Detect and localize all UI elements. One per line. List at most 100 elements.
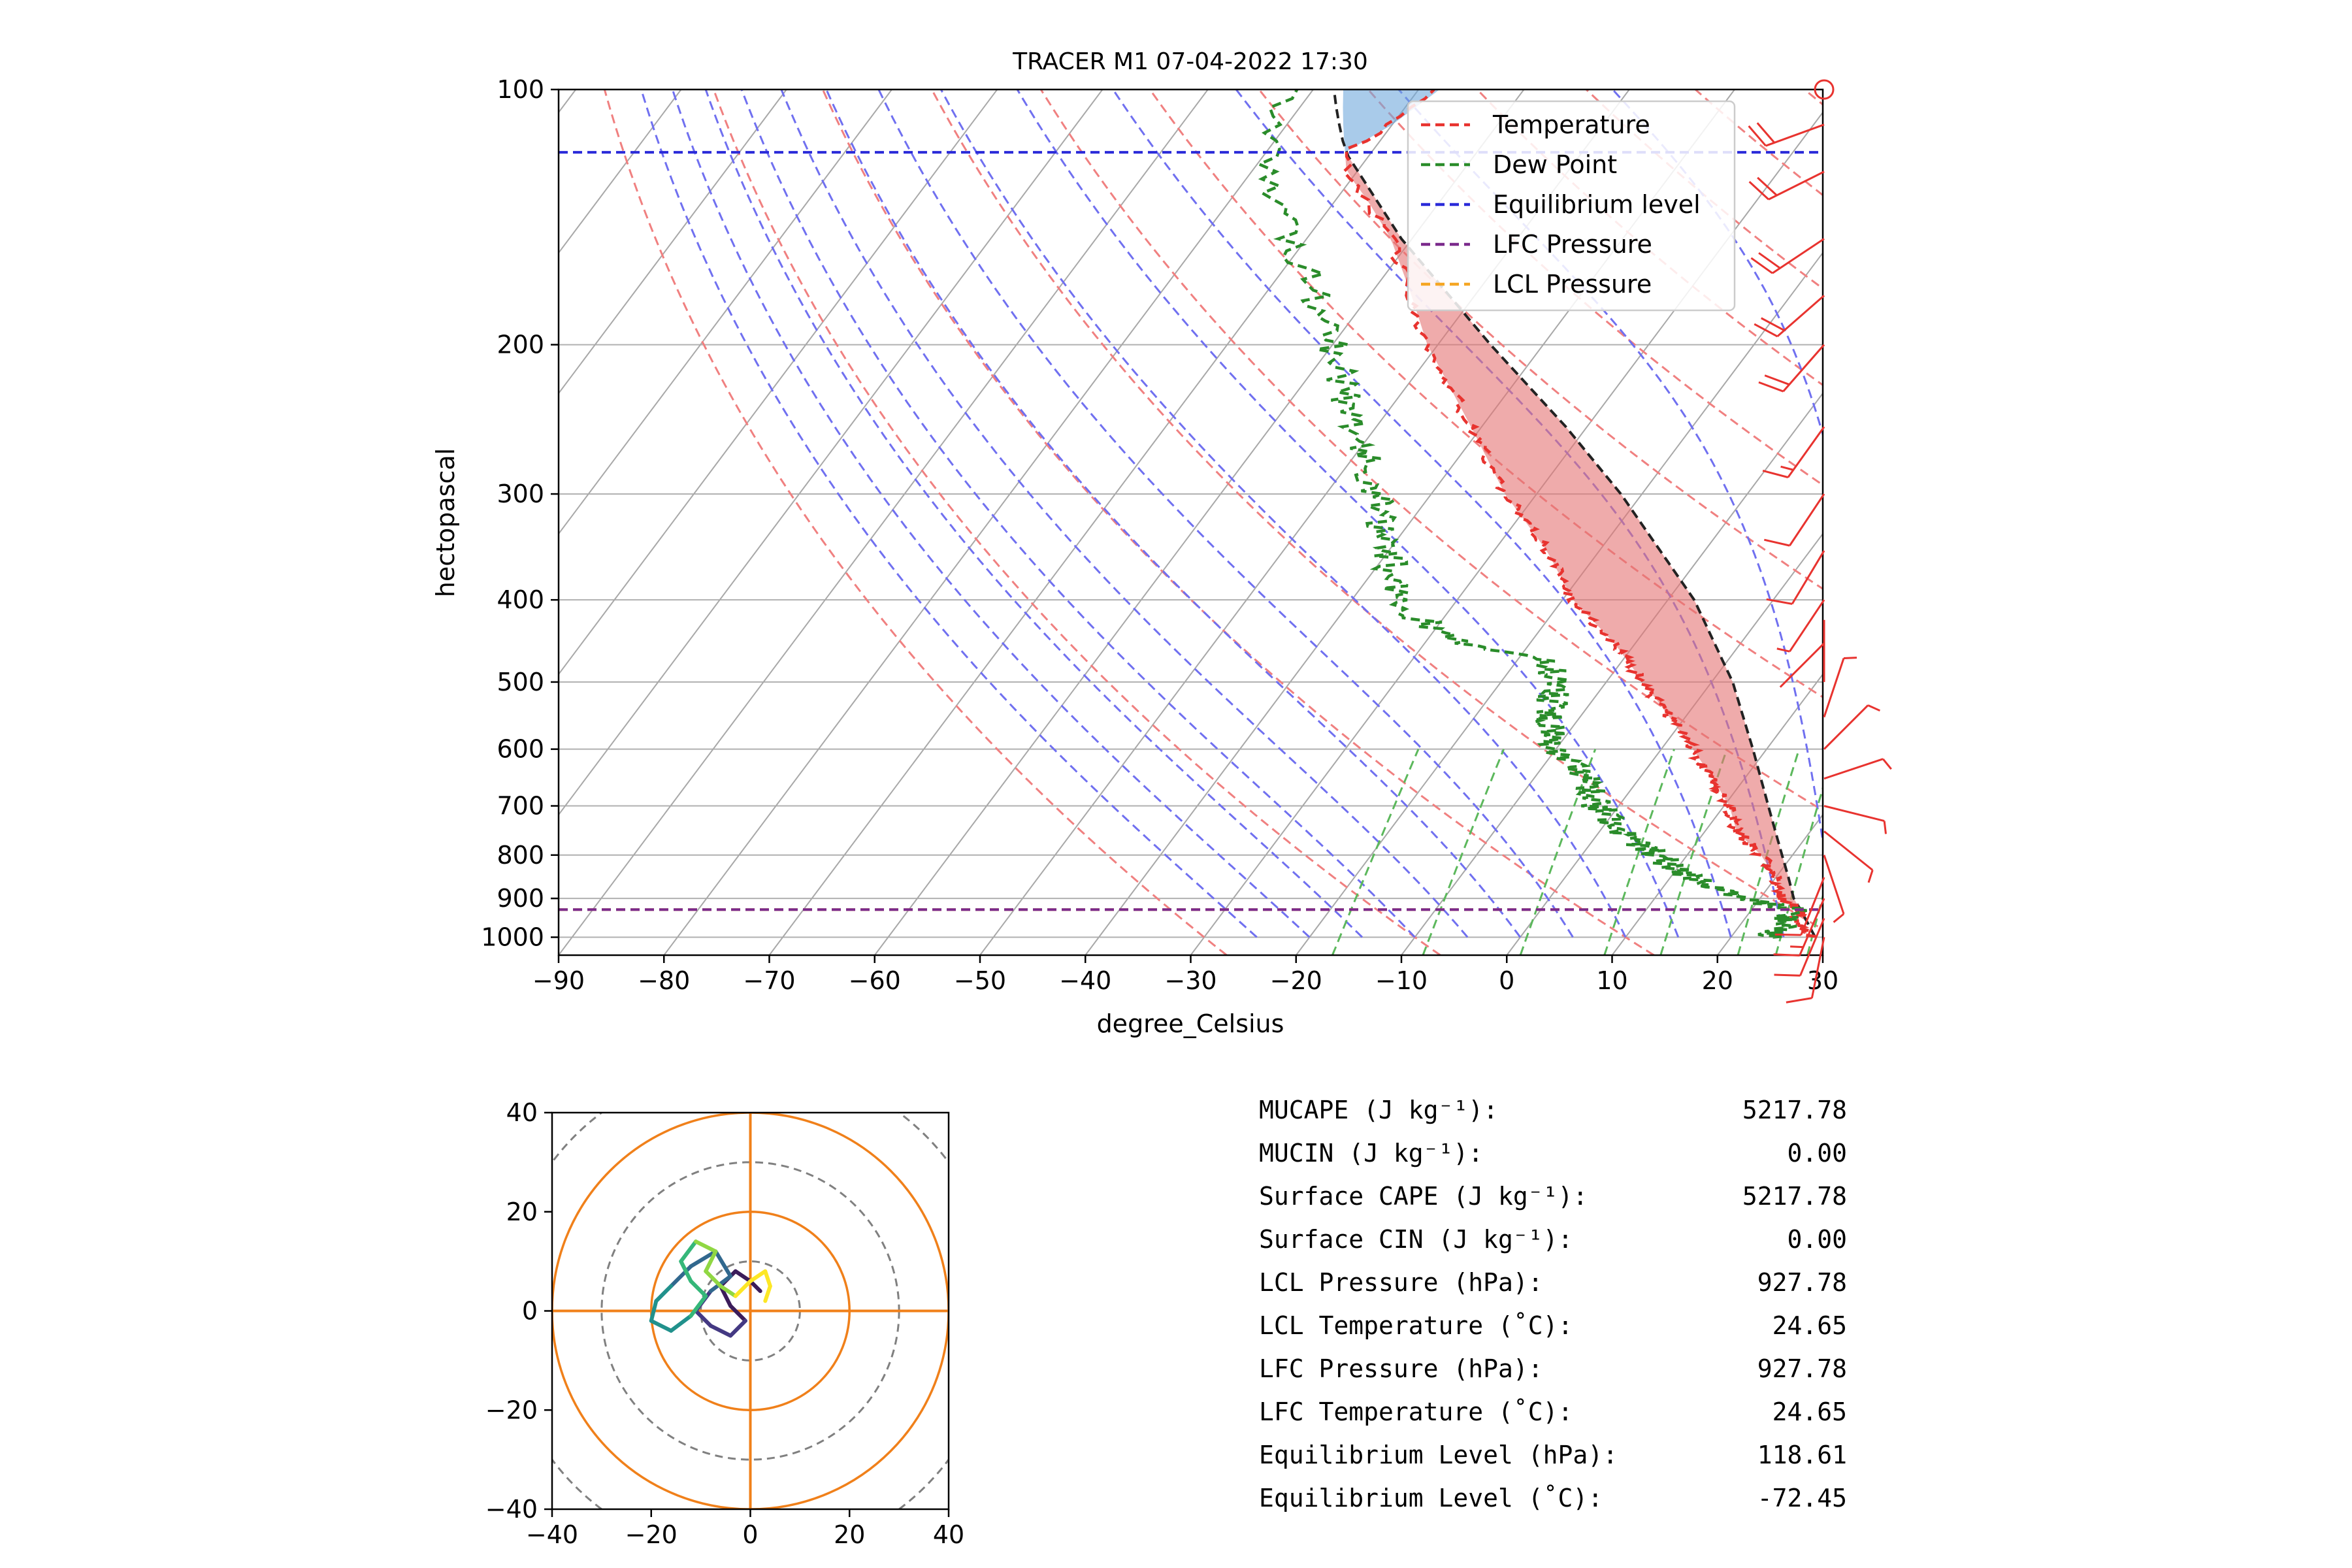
wind-barb-flag [1867, 870, 1874, 883]
moist-adiabat [740, 90, 1416, 938]
wind-barb [1799, 898, 1825, 956]
skewt-background-lines [0, 90, 1823, 955]
hodograph-segment [679, 1259, 693, 1283]
isotherm-line [663, 90, 1314, 955]
wind-barb-flag [1766, 598, 1793, 605]
stat-label: LFC Temperature (˚C): [1259, 1397, 1573, 1426]
hodograph-segment [704, 1249, 718, 1273]
stat-value: 927.78 [1757, 1354, 1847, 1383]
y-tick-label: 200 [497, 331, 544, 359]
stat-value: 927.78 [1757, 1268, 1847, 1297]
hodograph-segment [748, 1269, 768, 1283]
x-tick-label: −30 [1164, 966, 1217, 995]
hodograph-segment [689, 1249, 718, 1269]
isotherm-line [0, 90, 49, 955]
wind-barb-flag [1763, 538, 1790, 547]
wind-barb-flag [1748, 125, 1767, 147]
isotherm-line [559, 90, 1209, 955]
wind-barb [1823, 658, 1845, 718]
hodograph-segment [763, 1284, 772, 1303]
wind-barb-flag [1757, 176, 1778, 197]
hodograph-segment [728, 1318, 747, 1338]
isotherm-line [0, 90, 260, 955]
wind-barb-flag [1773, 953, 1800, 956]
isotherm-line [559, 90, 998, 676]
x-tick-label: −20 [1270, 966, 1322, 995]
mixing-ratio-line [1422, 749, 1505, 955]
hodograph-segment [694, 1239, 718, 1254]
stat-label: MUCAPE (J kg⁻¹): [1259, 1096, 1498, 1124]
dry-adiabat [603, 90, 1228, 955]
wind-barb [1787, 426, 1825, 478]
y-tick-label: 100 [497, 75, 544, 104]
x-tick-label: −40 [1059, 966, 1111, 995]
hodograph-segment [669, 1264, 693, 1288]
stat-label: Equilibrium Level (˚C): [1259, 1484, 1603, 1512]
isotherm-line [1611, 673, 1823, 955]
hodograph-segment [728, 1303, 747, 1323]
x-tick-label: −80 [638, 966, 690, 995]
x-tick-label: 10 [1596, 966, 1627, 995]
hodo-x-tick-label: −20 [625, 1520, 678, 1549]
wind-barb-flag [1750, 257, 1773, 274]
moist-adiabat [640, 90, 1258, 938]
wind-barb-flag [1882, 758, 1892, 770]
wind-barb-flag [1776, 647, 1790, 653]
isotherm-line [0, 90, 154, 955]
hodograph-segment [654, 1284, 674, 1303]
wind-barb [1800, 877, 1825, 936]
isotherm-line [559, 90, 682, 254]
mixing-ratio-line [1806, 892, 1823, 955]
mixing-ratio-line [1659, 749, 1728, 955]
hodograph-segment [704, 1269, 723, 1288]
stat-label: Surface CIN (J kg⁻¹): [1259, 1225, 1573, 1254]
wind-barb [1782, 344, 1825, 393]
wind-barb-flag [1758, 381, 1784, 393]
hodograph-segment [679, 1239, 698, 1264]
wind-barb [1810, 937, 1825, 998]
wind-barb-flag [1833, 913, 1844, 923]
hodograph-segment [708, 1324, 733, 1338]
wind-barb [1789, 493, 1825, 546]
wind-barb [1779, 642, 1825, 688]
x-tick-label: −70 [743, 966, 795, 995]
hodograph-segment [689, 1294, 708, 1318]
isotherm-line [0, 90, 470, 955]
isotherm-line [559, 90, 577, 114]
hodograph-segment [733, 1279, 753, 1298]
hodograph-trace [649, 1239, 772, 1338]
wind-barb [1823, 758, 1884, 780]
isotherm-line [1822, 954, 1823, 955]
dry-adiabat [1803, 90, 1823, 106]
hodo-x-tick-label: 0 [742, 1520, 758, 1549]
hodo-y-tick-label: 0 [522, 1297, 538, 1326]
mixing-ratio-line [1603, 749, 1675, 955]
temperature-line [1341, 90, 1817, 938]
moist-adiabat [1397, 90, 1823, 848]
calm-wind-marker [1814, 79, 1835, 100]
skewt-title: TRACER M1 07-04-2022 17:30 [1012, 48, 1368, 75]
wind-barb [1791, 550, 1825, 605]
skewt-legend: Temperature Dew Point Equilibrium level LFC… [1407, 100, 1736, 312]
x-tick-label: −10 [1375, 966, 1428, 995]
wind-barb [1765, 123, 1825, 147]
wind-barb [1799, 918, 1825, 976]
isotherm-line [0, 90, 365, 955]
stats-table: MUCAPE (J kg⁻¹): 5217.78 MUCIN (J kg⁻¹): 0.… [1259, 1096, 1847, 1512]
wind-barb-flag [1867, 704, 1881, 712]
moist-adiabat [939, 90, 1627, 938]
stat-label: MUCIN (J kg⁻¹): [1259, 1139, 1483, 1168]
moist-adiabat [671, 90, 1311, 938]
wind-barb [1823, 805, 1885, 823]
y-tick-label: 700 [497, 792, 544, 821]
hodograph-segment [694, 1309, 713, 1328]
x-tick-label: 20 [1702, 966, 1733, 995]
wind-barb-flag [1758, 252, 1781, 269]
dry-adiabat [1258, 90, 1823, 591]
wind-barb-flag [1762, 469, 1789, 479]
hodograph-segment [649, 1299, 659, 1323]
y-tick-label: 500 [497, 668, 544, 696]
hodo-x-tick-label: −40 [526, 1520, 578, 1549]
hodograph-segment [748, 1279, 762, 1294]
